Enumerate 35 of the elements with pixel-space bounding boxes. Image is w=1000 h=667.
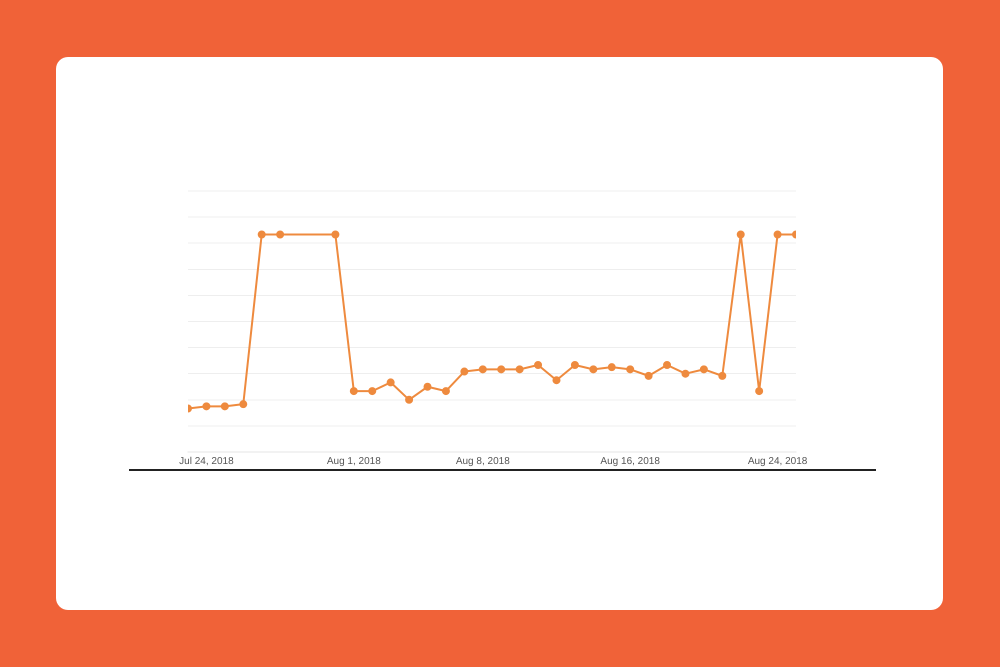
point [681,370,690,378]
x-tick-label: Aug 24, 2018 [748,456,808,467]
point [589,365,598,374]
point [350,387,358,396]
point [276,230,284,238]
point [405,396,414,404]
point [534,361,542,369]
point [755,387,764,396]
point [570,361,579,369]
point [478,365,487,374]
point [258,230,266,238]
point [386,378,395,386]
point [424,382,432,391]
point [552,376,560,384]
point [736,230,745,238]
x-tick-label: Jul 24, 2018 [179,456,234,467]
x-tick-label: Aug 1, 2018 [326,456,382,467]
point [608,363,616,372]
point [718,372,726,380]
point [331,230,340,238]
point [497,365,506,374]
point [202,402,210,410]
point [663,361,672,369]
point [516,365,524,374]
point [220,402,229,410]
point [774,230,782,238]
point [460,368,468,376]
x-tick-label: Aug 16, 2018 [600,456,660,467]
point [239,400,248,408]
x-tick-label: Aug 8, 2018 [456,456,510,467]
point [644,372,653,380]
point [626,365,634,374]
point [442,387,450,396]
point [368,387,376,396]
point [700,365,708,374]
